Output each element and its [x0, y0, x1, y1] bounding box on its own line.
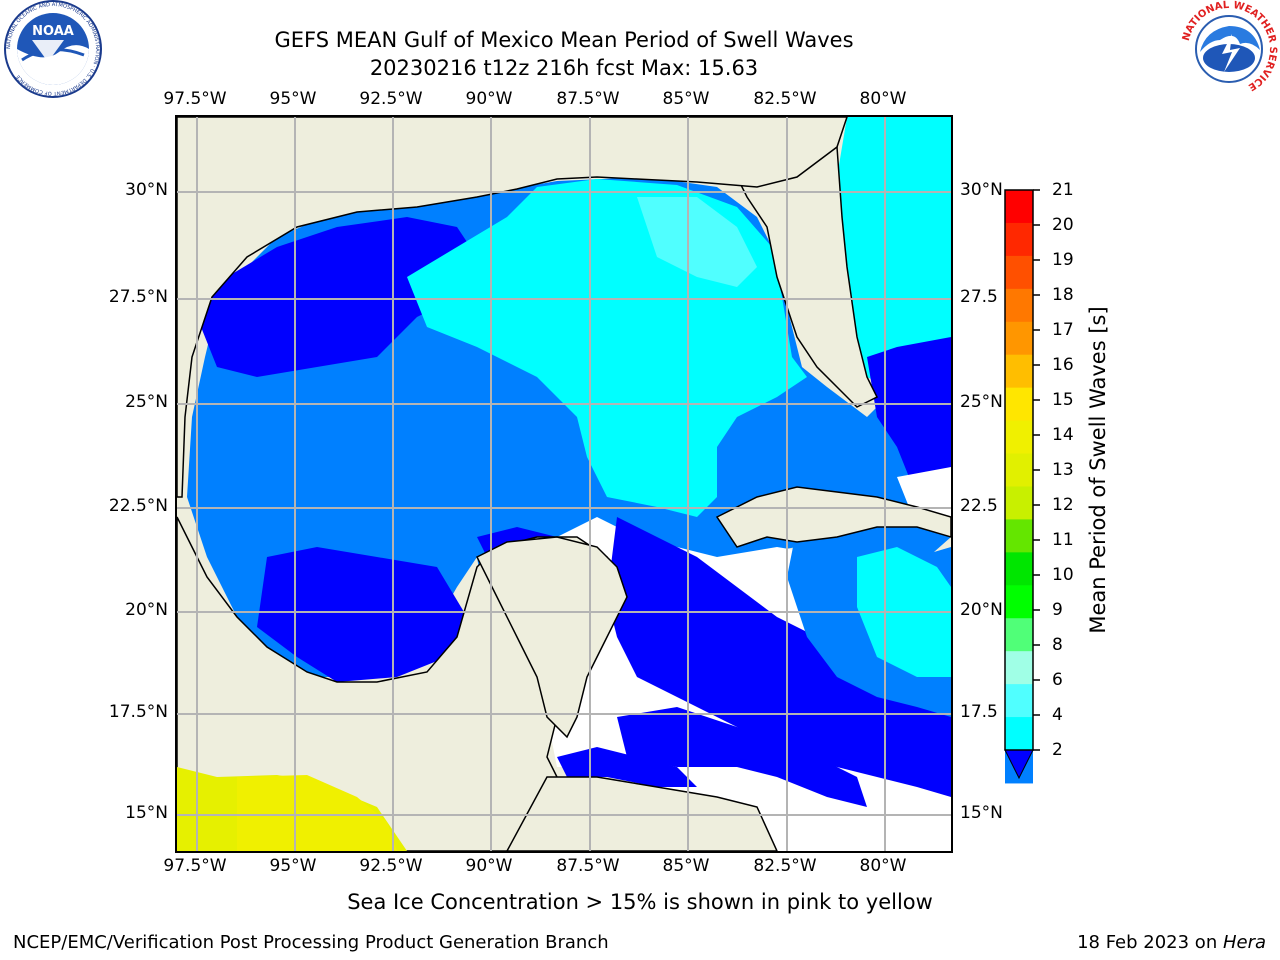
- colorbar-tick-label: 11: [1052, 530, 1074, 550]
- atlantic-cyan: [837, 117, 951, 387]
- footer-credit: NCEP/EMC/Verification Post Processing Pr…: [13, 932, 609, 953]
- lon-label-top: 92.5°W: [359, 89, 423, 109]
- colorbar: [1000, 185, 1040, 785]
- gulf-east-lightcyan: [637, 197, 757, 287]
- colorbar-segment: [1005, 486, 1033, 520]
- colorbar-segment: [1005, 387, 1033, 422]
- colorbar-tick-label: 12: [1052, 495, 1074, 515]
- lat-label-left: 22.5°N: [108, 496, 168, 516]
- swell-period-map: [177, 117, 951, 851]
- lon-label-top: 80°W: [859, 89, 907, 109]
- colorbar-tick-label: 6: [1052, 670, 1063, 690]
- footer-date: 18 Feb 2023 on Hera: [1077, 932, 1266, 953]
- caribbean-deep: [607, 517, 951, 797]
- colorbar-segment: [1005, 618, 1033, 652]
- lat-label-left: 30°N: [125, 180, 168, 200]
- colorbar-segment: [1005, 321, 1033, 356]
- lon-label-top: 97.5°W: [163, 89, 227, 109]
- lon-label-bottom: 90°W: [465, 856, 513, 876]
- colorbar-tick-label: 15: [1052, 390, 1074, 410]
- colorbar-segment: [1005, 651, 1033, 685]
- lon-label-bottom: 92.5°W: [359, 856, 423, 876]
- gulf-west-deep: [197, 217, 477, 377]
- lon-label-top: 90°W: [465, 89, 513, 109]
- lon-label-top: 95°W: [269, 89, 317, 109]
- footer-date-text: 18 Feb 2023 on: [1077, 932, 1223, 953]
- lat-label-left: 25°N: [125, 392, 168, 412]
- colorbar-segment: [1005, 585, 1033, 619]
- lat-label-left: 15°N: [125, 803, 168, 823]
- colorbar-segment: [1005, 255, 1033, 290]
- lon-label-bottom: 85°W: [662, 856, 710, 876]
- colorbar-segment: [1005, 684, 1033, 718]
- colorbar-tick-label: 9: [1052, 600, 1063, 620]
- footer-host: Hera: [1222, 932, 1266, 953]
- lat-label-left: 17.5°N: [108, 702, 168, 722]
- lon-label-top: 82.5°W: [753, 89, 817, 109]
- noaa-logo: NOAA NATIONAL OCEANIC AND ATMOSPHERIC AD…: [4, 0, 102, 98]
- colorbar-tick-label: 2: [1052, 740, 1063, 760]
- lat-label-right: 27.5: [960, 287, 998, 307]
- colorbar-segment: [1005, 190, 1033, 224]
- colorbar-segment: [1005, 288, 1033, 323]
- lat-label-left: 20°N: [125, 600, 168, 620]
- colorbar-segment: [1005, 453, 1033, 487]
- colorbar-tick-label: 10: [1052, 565, 1074, 585]
- caribbean-deep: [617, 707, 867, 807]
- lat-label-right: 25°N: [960, 392, 1003, 412]
- lon-label-bottom: 82.5°W: [753, 856, 817, 876]
- colorbar-segment: [1005, 222, 1033, 257]
- colorbar-tick-label: 14: [1052, 425, 1074, 445]
- lon-label-bottom: 87.5°W: [556, 856, 620, 876]
- cuba-land: [715, 486, 951, 548]
- colorbar-tick-label: 17: [1052, 320, 1074, 340]
- lat-label-right: 20°N: [960, 600, 1003, 620]
- gulf-south-deep: [257, 547, 467, 682]
- lon-label-bottom: 97.5°W: [163, 856, 227, 876]
- lon-label-bottom: 80°W: [859, 856, 907, 876]
- colorbar-segment: [1005, 552, 1033, 586]
- colorbar-tick-label: 8: [1052, 635, 1063, 655]
- colorbar-tick-label: 16: [1052, 355, 1074, 375]
- svg-text:NOAA: NOAA: [32, 24, 74, 39]
- atlantic-deep: [867, 337, 951, 497]
- lon-label-top: 85°W: [662, 89, 710, 109]
- lon-label-top: 87.5°W: [556, 89, 620, 109]
- colorbar-segment: [1005, 519, 1033, 553]
- colorbar-tick-label: 13: [1052, 460, 1074, 480]
- pacific-ice-yellow2: [237, 775, 397, 851]
- colorbar-segment: [1005, 717, 1033, 751]
- colorbar-segment: [1005, 420, 1033, 455]
- lat-label-right: 30°N: [960, 180, 1003, 200]
- lat-label-right: 15°N: [960, 803, 1003, 823]
- colorbar-title: Mean Period of Swell Waves [s]: [1086, 306, 1110, 634]
- lat-label-right: 17.5: [960, 702, 998, 722]
- colorbar-tick-label: 18: [1052, 285, 1074, 305]
- colorbar-tick-label: 4: [1052, 705, 1063, 725]
- colorbar-tick-label: 20: [1052, 215, 1074, 235]
- sea-ice-caption: Sea Ice Concentration > 15% is shown in …: [347, 890, 933, 914]
- nws-logo: NATIONAL WEATHER SERVICE: [1180, 0, 1278, 98]
- colorbar-segment: [1005, 354, 1033, 389]
- lat-label-right: 22.5: [960, 496, 998, 516]
- lon-label-bottom: 95°W: [269, 856, 317, 876]
- map-panel: [175, 115, 953, 853]
- us-coast-land: [177, 117, 848, 498]
- colorbar-tick-label: 19: [1052, 250, 1074, 270]
- lat-label-left: 27.5°N: [108, 287, 168, 307]
- chart-title: GEFS MEAN Gulf of Mexico Mean Period of …: [274, 28, 854, 52]
- chart-subtitle: 20230216 t12z 216h fcst Max: 15.63: [369, 56, 759, 80]
- colorbar-tick-label: 21: [1052, 180, 1074, 200]
